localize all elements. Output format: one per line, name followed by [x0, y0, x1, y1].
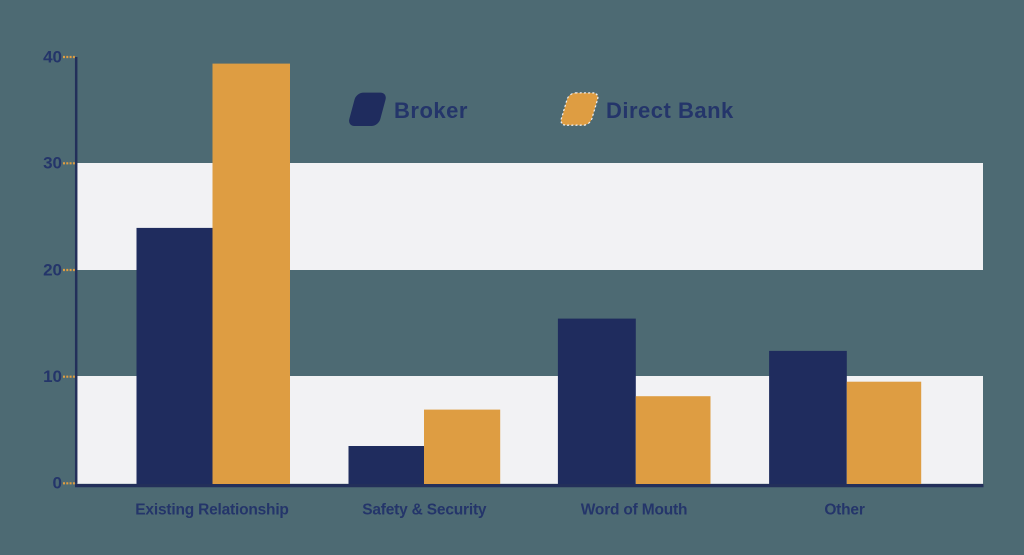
svg-text:Direct Bank: Direct Bank [606, 98, 734, 123]
svg-text:10: 10 [43, 367, 62, 386]
svg-text:30: 30 [43, 154, 62, 173]
svg-text:Word of Mouth: Word of Mouth [581, 502, 687, 519]
svg-text:0: 0 [53, 474, 62, 493]
svg-text:20: 20 [43, 260, 62, 279]
svg-text:Safety & Security: Safety & Security [362, 502, 487, 519]
svg-text:40: 40 [43, 47, 62, 66]
svg-text:Broker: Broker [394, 98, 468, 123]
svg-text:Other: Other [824, 502, 865, 519]
svg-text:Existing Relationship: Existing Relationship [135, 502, 288, 519]
